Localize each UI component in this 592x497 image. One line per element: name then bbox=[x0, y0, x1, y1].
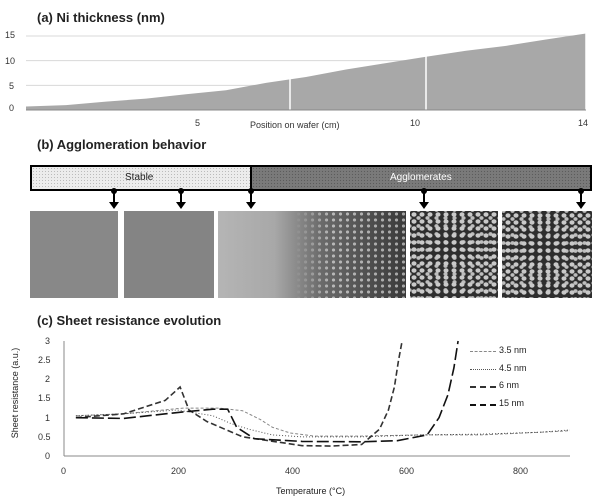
panel-c-ytick-1: 1 bbox=[45, 413, 50, 423]
panel-c-ytick-2: 2 bbox=[45, 374, 50, 384]
panel-a-xtick-5: 5 bbox=[195, 118, 200, 128]
panel-a-xtick-14: 14 bbox=[578, 118, 588, 128]
agglomerates-label: Agglomerates bbox=[390, 172, 452, 183]
panel-a-ytick-0: 0 bbox=[9, 103, 14, 113]
legend-line-3.5nm bbox=[470, 351, 496, 352]
legend-4.5nm: 4.5 nm bbox=[499, 363, 527, 373]
legend-3.5nm: 3.5 nm bbox=[499, 345, 527, 355]
legend-line-15nm bbox=[470, 404, 496, 406]
panel-c-ytick-1.5: 1.5 bbox=[38, 393, 51, 403]
panel-c-ytick-0: 0 bbox=[45, 451, 50, 461]
arrow-4 bbox=[423, 191, 425, 203]
panel-a-ytick-5: 5 bbox=[9, 81, 14, 91]
series-line-4.5nm bbox=[76, 410, 570, 437]
series-line-3.5nm bbox=[76, 408, 570, 436]
micrograph-stable-1 bbox=[30, 211, 118, 298]
micrograph-transition bbox=[218, 211, 406, 298]
legend-15nm: 15 nm bbox=[499, 398, 524, 408]
legend-6nm: 6 nm bbox=[499, 380, 519, 390]
panel-c-xlabel: Temperature (°C) bbox=[276, 486, 345, 496]
panel-c-ylabel: Sheet resistance (a.u.) bbox=[10, 338, 20, 448]
series-line-6nm bbox=[76, 341, 402, 446]
arrow-1 bbox=[113, 191, 115, 203]
panel-c-xtick-600: 600 bbox=[399, 466, 414, 476]
micrograph-agglomerated-2 bbox=[502, 211, 592, 298]
legend-line-6nm bbox=[470, 386, 496, 388]
panel-b-title: (b) Agglomeration behavior bbox=[37, 137, 206, 152]
panel-c-xtick-200: 200 bbox=[171, 466, 186, 476]
micrograph-agglomerated-1 bbox=[410, 211, 498, 298]
panel-c-xtick-0: 0 bbox=[61, 466, 66, 476]
stable-label: Stable bbox=[125, 172, 153, 183]
panel-c-xtick-400: 400 bbox=[285, 466, 300, 476]
panel-c-title: (c) Sheet resistance evolution bbox=[37, 313, 221, 328]
panel-c-xtick-800: 800 bbox=[513, 466, 528, 476]
panel-c-ytick-3: 3 bbox=[45, 336, 50, 346]
arrow-3 bbox=[250, 191, 252, 203]
panel-a-xlabel: Position on wafer (cm) bbox=[250, 120, 340, 130]
panel-a-xtick-10: 10 bbox=[410, 118, 420, 128]
panel-a-ytick-10: 10 bbox=[5, 56, 15, 66]
arrow-2 bbox=[180, 191, 182, 203]
arrow-5 bbox=[580, 191, 582, 203]
thickness-area bbox=[26, 34, 586, 110]
panel-c-ytick-2.5: 2.5 bbox=[38, 355, 51, 365]
series-line-15nm bbox=[76, 341, 458, 442]
panel-c-ytick-0.5: 0.5 bbox=[38, 432, 51, 442]
legend-line-4.5nm bbox=[470, 369, 496, 370]
micrograph-stable-2 bbox=[124, 211, 214, 298]
panel-a-ytick-15: 15 bbox=[5, 30, 15, 40]
